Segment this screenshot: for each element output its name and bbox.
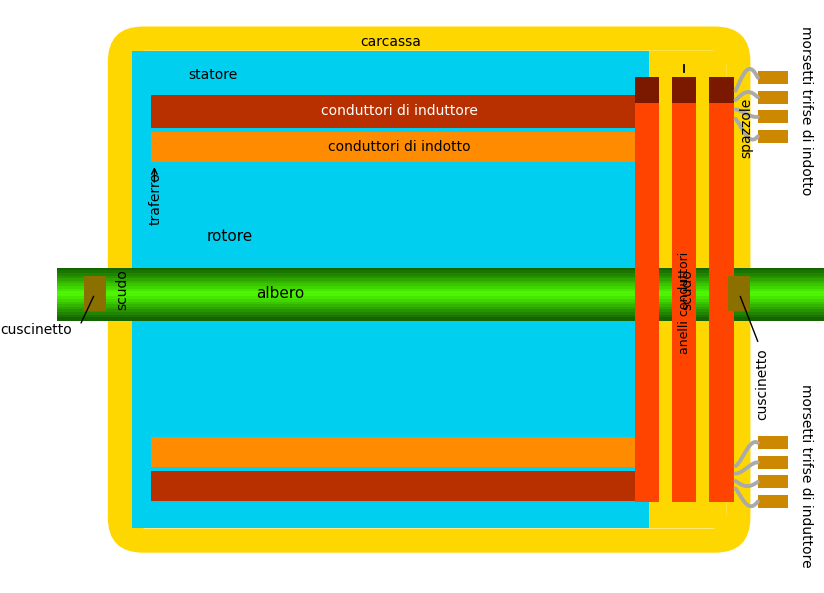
Bar — [57, 304, 824, 308]
Bar — [758, 130, 788, 143]
Bar — [57, 276, 824, 279]
Bar — [57, 270, 824, 274]
Text: scudo: scudo — [115, 269, 129, 310]
Bar — [57, 307, 824, 310]
Bar — [151, 437, 649, 467]
Bar — [151, 95, 649, 128]
Bar — [758, 495, 788, 508]
Bar — [83, 276, 106, 311]
Text: conduttori di induttore: conduttori di induttore — [321, 104, 478, 118]
Bar — [57, 267, 824, 271]
FancyBboxPatch shape — [132, 51, 726, 528]
Bar — [57, 312, 824, 315]
Bar — [57, 291, 824, 295]
Bar — [758, 110, 788, 123]
Bar — [57, 280, 824, 284]
Text: morsetti trifse di indotto: morsetti trifse di indotto — [798, 25, 812, 195]
Bar — [758, 476, 788, 489]
Bar — [151, 471, 649, 500]
Text: traferro: traferro — [149, 173, 163, 225]
Text: conduttori di indotto: conduttori di indotto — [328, 139, 471, 154]
Bar — [57, 317, 824, 321]
Bar — [758, 456, 788, 469]
Bar — [57, 296, 824, 300]
Bar — [709, 76, 733, 103]
Text: scudo: scudo — [680, 269, 694, 310]
Bar — [672, 76, 696, 103]
Text: morsetti trifse di induttore: morsetti trifse di induttore — [798, 384, 812, 568]
Bar — [635, 76, 659, 103]
Bar — [57, 299, 824, 302]
Bar — [57, 289, 824, 292]
Bar — [57, 283, 824, 287]
Bar — [57, 273, 824, 276]
Bar — [57, 294, 824, 297]
Text: anelli conduttori: anelli conduttori — [678, 252, 691, 354]
Text: spazzole: spazzole — [739, 97, 753, 158]
Bar — [151, 132, 649, 161]
Bar — [57, 310, 824, 313]
Bar — [57, 286, 824, 289]
Bar — [57, 315, 824, 318]
Bar — [114, 51, 132, 528]
Bar — [709, 76, 733, 502]
Bar — [758, 436, 788, 449]
Bar — [57, 302, 824, 305]
Bar — [672, 76, 696, 502]
Bar — [649, 51, 726, 528]
FancyBboxPatch shape — [108, 27, 751, 553]
Bar — [132, 51, 649, 528]
Text: carcassa: carcassa — [360, 36, 421, 49]
Bar — [635, 76, 659, 502]
Text: statore: statore — [188, 68, 237, 82]
Bar — [758, 71, 788, 84]
Bar — [758, 91, 788, 104]
Text: cuscinetto: cuscinetto — [1, 323, 73, 337]
Text: rotore: rotore — [207, 228, 253, 244]
Text: cuscinetto: cuscinetto — [755, 349, 769, 420]
Text: albero: albero — [256, 286, 304, 301]
Bar — [57, 278, 824, 282]
Bar — [728, 276, 751, 311]
